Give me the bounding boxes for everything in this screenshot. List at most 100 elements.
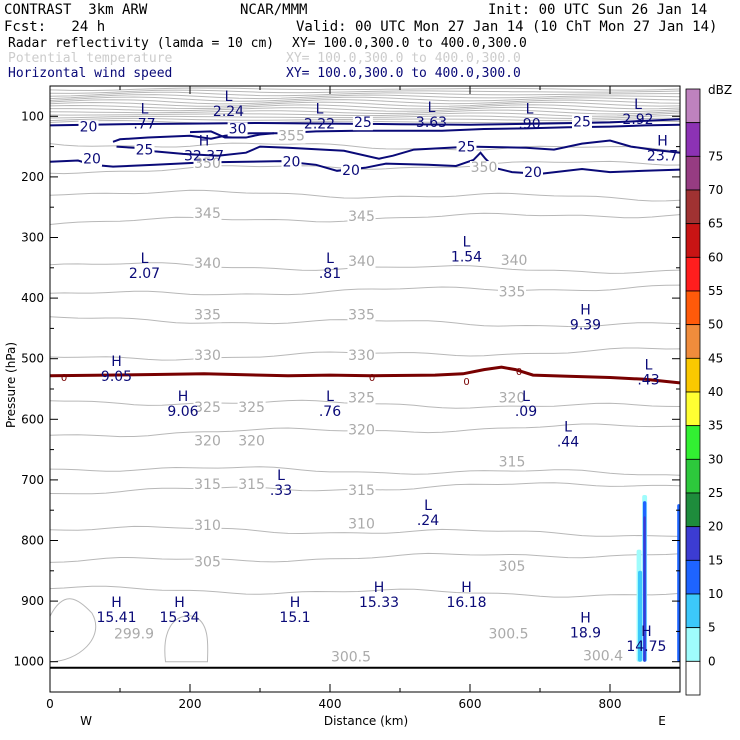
colorbar-label: 40 (708, 385, 723, 399)
extremum-type: L (564, 419, 572, 435)
theta-label-bg (237, 477, 266, 492)
extremum-value: 18.9 (570, 625, 601, 641)
x-tick-label: 800 (599, 697, 622, 711)
theta-label-bg (589, 649, 617, 664)
theta-contour (50, 466, 680, 476)
extremum-type: H (580, 302, 591, 318)
wind-label: 30 (229, 121, 247, 137)
colorbar-label: 10 (708, 587, 723, 601)
extremum-type: H (461, 580, 472, 596)
extremum-type: L (522, 389, 530, 405)
y-tick-label: 1000 (13, 655, 44, 669)
theta-label-bg (347, 391, 376, 406)
theta-label: 325 (194, 400, 221, 416)
theta-label: 330 (348, 348, 375, 364)
extremum-value: 16.18 (446, 595, 486, 611)
theta-contour (50, 160, 680, 175)
colorbar-swatch (685, 88, 701, 124)
theta-label-bg (347, 254, 376, 269)
extremum-value: .43 (637, 373, 659, 389)
colorbar-swatch (685, 357, 701, 393)
field-wind-name: Horizontal wind speed (8, 66, 173, 81)
theta-label-bg (193, 256, 222, 271)
wind-label-bg (572, 115, 592, 130)
x-tick-label: 0 (46, 697, 54, 711)
colorbar-swatch (685, 526, 701, 561)
theta-contour (50, 585, 680, 598)
theta-label: 325 (348, 390, 375, 406)
extremum-type: H (174, 595, 185, 611)
extremum-value: .09 (515, 404, 537, 420)
theta-label: 320 (348, 422, 375, 438)
x-axis-label: Distance (km) (324, 714, 408, 728)
colorbar-swatch (685, 122, 701, 157)
center-name: NCAR/MMM (240, 2, 308, 18)
theta-label: 300.5 (331, 650, 371, 666)
colorbar-swatch (685, 425, 701, 460)
theta-label-bg (193, 207, 222, 222)
wind-label-bg (281, 155, 302, 170)
theta-label: 335 (499, 284, 526, 300)
colorbar-swatch (685, 391, 701, 427)
theta-label: 310 (348, 516, 375, 532)
extremum-value: .77 (133, 116, 155, 132)
extremum-value: 2.24 (213, 104, 244, 120)
colorbar-swatch (685, 324, 701, 359)
extremum-value: 3.63 (416, 115, 447, 131)
colorbar-label: 75 (708, 149, 723, 163)
colorbar-label: 55 (708, 284, 723, 298)
extremum-type: L (316, 101, 324, 117)
theta-label: 330 (194, 348, 221, 364)
colorbar: dBZ 0 5 10 15 20 25 30 35 40 45 50 55 60 65 70 75 (685, 83, 732, 696)
theta-contour-upper (50, 104, 680, 110)
theta-label-bg (237, 434, 266, 449)
theta-label: 340 (194, 256, 221, 272)
theta-contour (50, 284, 680, 296)
extremum-type: H (374, 580, 385, 596)
extremum-value: .33 (270, 483, 292, 499)
theta-label: 320 (499, 390, 526, 406)
wind-label: 20 (80, 119, 98, 135)
wind-label: 25 (573, 115, 591, 131)
y-tick-label: 800 (21, 534, 44, 548)
theta-label-bg (347, 210, 376, 225)
plot-area: 355 350 350 345 345 340 340 340 335 335 335 330 330 3… (50, 87, 680, 669)
zero-wind-label: 0 (463, 377, 469, 388)
theta-label: 320 (194, 433, 221, 449)
colorbar-label: 25 (708, 486, 723, 500)
wind-label: 20 (83, 152, 101, 168)
theta-contour-upper (50, 106, 680, 112)
colorbar-swatch (685, 627, 701, 662)
field-reflectivity-xy: XY= 100.0,300.0 to 400.0,300.0 (292, 36, 527, 51)
zero-wind-label: 0 (61, 373, 67, 384)
extremum-value: 9.05 (101, 369, 132, 385)
extremum-type: H (290, 595, 301, 611)
extremum-type: L (526, 101, 534, 117)
theta-label-bg (347, 517, 376, 532)
theta-label: 315 (499, 455, 526, 471)
extremum-type: L (645, 358, 653, 374)
theta-contour (50, 525, 680, 537)
extremum-value: 15.33 (359, 595, 399, 611)
x-tick-label: 400 (319, 697, 342, 711)
theta-contour-upper (50, 89, 680, 94)
theta-label-bg (193, 555, 222, 570)
extremum-value: .44 (557, 434, 579, 450)
theta-label-bg (337, 650, 365, 665)
colorbar-label: 45 (708, 351, 723, 365)
wind-label-bg (341, 164, 361, 179)
theta-label-bg (498, 455, 526, 470)
extremum-type: H (178, 389, 189, 405)
radar-cell (638, 570, 643, 662)
colorbar-label: 70 (708, 183, 723, 197)
theta-contour (50, 142, 680, 152)
theta-label-bg (193, 308, 222, 323)
extremum-type: L (277, 468, 285, 484)
theta-label-bg (120, 627, 148, 642)
theta-contour (50, 189, 680, 202)
colorbar-swatch (685, 458, 701, 494)
y-tick-label: 500 (21, 352, 44, 366)
theta-label-bg (193, 401, 222, 416)
theta-contour-closed (50, 598, 97, 663)
wind-speed-contour (50, 151, 680, 175)
